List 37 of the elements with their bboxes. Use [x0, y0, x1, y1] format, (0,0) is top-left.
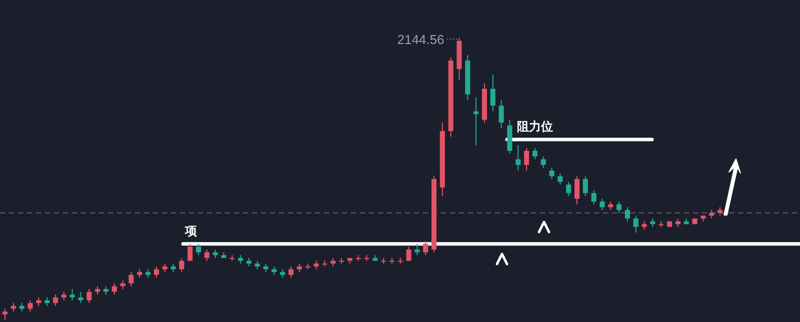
candlestick	[188, 243, 193, 262]
candlestick	[423, 240, 428, 256]
annotation: 2144.56	[397, 32, 459, 47]
candlestick	[204, 249, 210, 262]
candlestick	[532, 147, 538, 160]
candlestick	[549, 167, 554, 180]
candlestick	[70, 288, 75, 301]
candlestick	[516, 144, 521, 172]
candlestick	[179, 257, 184, 273]
candlestick	[288, 266, 294, 278]
candlestick	[624, 206, 630, 222]
candlestick	[524, 147, 530, 172]
candlestick	[52, 294, 58, 306]
candlestick	[600, 198, 605, 211]
ref-line-label: 阻力位	[517, 120, 553, 134]
candlestick	[196, 243, 201, 256]
candlestick	[558, 172, 563, 186]
candlestick	[406, 246, 412, 262]
ref-line-label: 项	[184, 224, 198, 238]
candlestick	[414, 243, 420, 256]
candlestick	[633, 215, 638, 234]
candlestick	[490, 74, 496, 112]
candlestick	[616, 201, 622, 214]
candlestick	[28, 300, 33, 312]
annotation: 2144.56	[397, 32, 444, 47]
candlestick	[540, 156, 546, 168]
candlestick	[591, 190, 596, 205]
candlestick	[566, 181, 572, 196]
candlestick	[582, 176, 588, 196]
candlestick	[128, 272, 134, 287]
candlestick	[78, 291, 84, 304]
candlestick	[2, 308, 8, 320]
candlestick	[86, 288, 92, 304]
candlestick	[154, 266, 159, 278]
candlestick	[112, 282, 117, 296]
candlestick	[574, 176, 580, 205]
candlestick	[498, 100, 504, 129]
